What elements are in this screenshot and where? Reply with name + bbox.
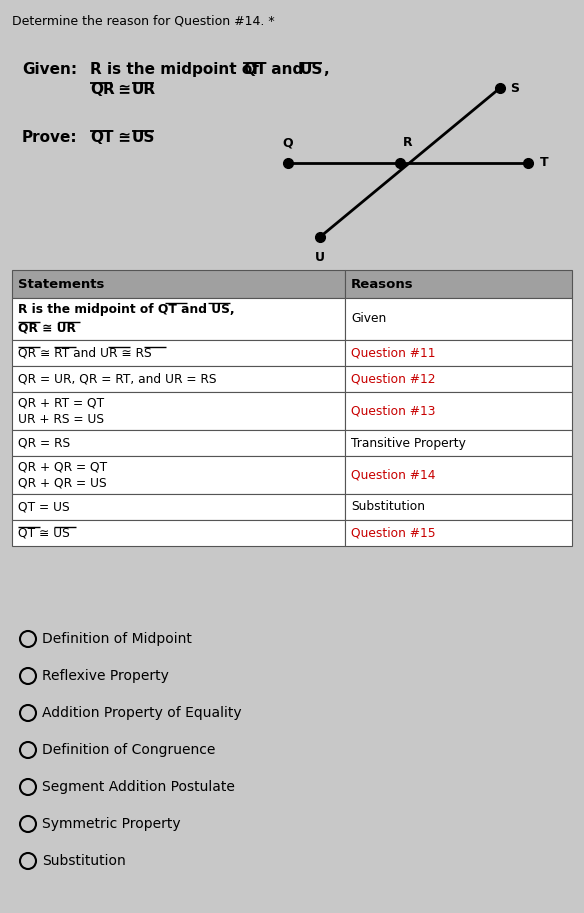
Bar bbox=[345, 430, 572, 456]
Text: U: U bbox=[315, 251, 325, 264]
Text: Question #14: Question #14 bbox=[351, 468, 436, 481]
Text: ≅: ≅ bbox=[113, 130, 136, 145]
Text: QT ≅ US: QT ≅ US bbox=[18, 527, 69, 540]
Bar bbox=[345, 270, 572, 298]
Bar bbox=[345, 494, 572, 520]
Text: QR ≅ RT and UR ≅ RS: QR ≅ RT and UR ≅ RS bbox=[18, 347, 152, 360]
Text: US: US bbox=[132, 130, 155, 145]
Text: R is the midpoint of: R is the midpoint of bbox=[90, 62, 264, 77]
Text: and: and bbox=[266, 62, 308, 77]
Bar bbox=[12, 520, 345, 546]
Bar bbox=[12, 340, 345, 366]
Text: QR + RT = QT: QR + RT = QT bbox=[18, 396, 104, 409]
Text: Question #15: Question #15 bbox=[351, 527, 436, 540]
Text: US: US bbox=[300, 62, 324, 77]
Text: Definition of Congruence: Definition of Congruence bbox=[42, 743, 215, 757]
Text: QR = RS: QR = RS bbox=[18, 436, 70, 449]
Circle shape bbox=[20, 779, 36, 795]
Text: ,: , bbox=[323, 62, 329, 77]
Text: UR: UR bbox=[132, 82, 156, 97]
Bar bbox=[345, 298, 572, 340]
Text: T: T bbox=[540, 156, 548, 170]
Bar bbox=[12, 430, 345, 456]
Bar bbox=[345, 456, 572, 494]
Text: Symmetric Property: Symmetric Property bbox=[42, 817, 180, 831]
Bar bbox=[345, 392, 572, 430]
Text: ≅: ≅ bbox=[113, 82, 136, 97]
Bar bbox=[345, 366, 572, 392]
Text: Segment Addition Postulate: Segment Addition Postulate bbox=[42, 780, 235, 794]
Circle shape bbox=[20, 853, 36, 869]
Text: QR ≅ UR: QR ≅ UR bbox=[18, 321, 76, 335]
Bar bbox=[12, 392, 345, 430]
Circle shape bbox=[20, 668, 36, 684]
Text: QR = UR, QR = RT, and UR = RS: QR = UR, QR = RT, and UR = RS bbox=[18, 373, 217, 385]
Text: QT: QT bbox=[90, 130, 113, 145]
Text: Prove:: Prove: bbox=[22, 130, 78, 145]
Text: Reasons: Reasons bbox=[351, 278, 413, 290]
Bar bbox=[12, 494, 345, 520]
Text: R is the midpoint of QT and US,: R is the midpoint of QT and US, bbox=[18, 303, 235, 316]
Text: Given: Given bbox=[351, 312, 386, 326]
Circle shape bbox=[20, 742, 36, 758]
Circle shape bbox=[20, 631, 36, 647]
Bar bbox=[345, 520, 572, 546]
Text: Addition Property of Equality: Addition Property of Equality bbox=[42, 706, 242, 720]
Text: S: S bbox=[510, 81, 519, 95]
Text: QT: QT bbox=[243, 62, 266, 77]
Text: Statements: Statements bbox=[18, 278, 105, 290]
Text: QT = US: QT = US bbox=[18, 500, 69, 513]
Bar bbox=[12, 366, 345, 392]
Circle shape bbox=[20, 705, 36, 721]
Text: Question #13: Question #13 bbox=[351, 404, 436, 417]
Text: QR: QR bbox=[90, 82, 114, 97]
Text: Transitive Property: Transitive Property bbox=[351, 436, 466, 449]
Text: R: R bbox=[403, 136, 413, 149]
Text: Reflexive Property: Reflexive Property bbox=[42, 669, 169, 683]
Bar bbox=[12, 298, 345, 340]
Text: Given:: Given: bbox=[22, 62, 77, 77]
Text: Q: Q bbox=[283, 136, 293, 149]
Bar bbox=[12, 270, 345, 298]
Text: UR + RS = US: UR + RS = US bbox=[18, 413, 104, 425]
Text: Determine the reason for Question #14. *: Determine the reason for Question #14. * bbox=[12, 14, 274, 27]
Text: Substitution: Substitution bbox=[42, 854, 126, 868]
Text: Definition of Midpoint: Definition of Midpoint bbox=[42, 632, 192, 646]
Text: QR + QR = US: QR + QR = US bbox=[18, 477, 107, 490]
Text: QR + QR = QT: QR + QR = QT bbox=[18, 460, 107, 473]
Bar bbox=[345, 340, 572, 366]
Circle shape bbox=[20, 816, 36, 832]
Text: Substitution: Substitution bbox=[351, 500, 425, 513]
Text: Question #11: Question #11 bbox=[351, 347, 436, 360]
Bar bbox=[12, 456, 345, 494]
Text: Question #12: Question #12 bbox=[351, 373, 436, 385]
